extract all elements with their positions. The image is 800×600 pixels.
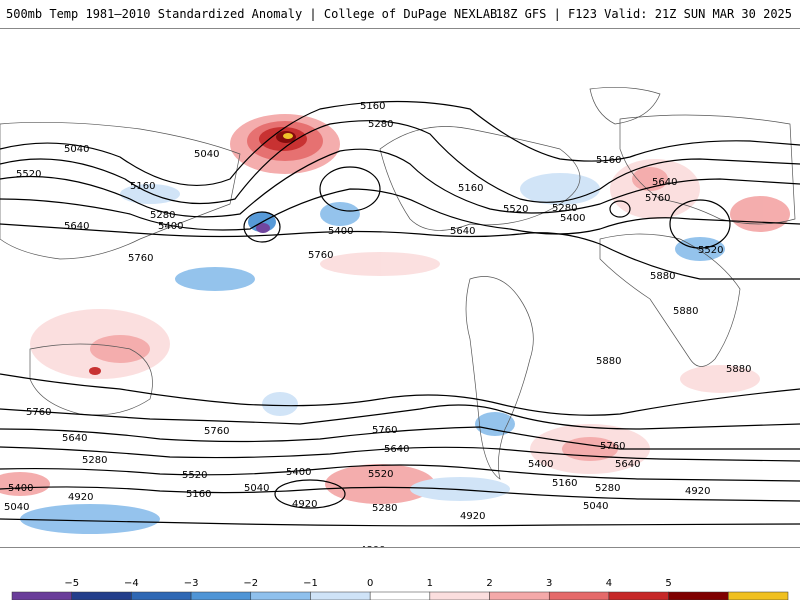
colorbar-tick-label: −1 bbox=[303, 578, 318, 589]
contour-label: 4920 bbox=[685, 486, 710, 497]
contour-label: 5400 bbox=[286, 467, 311, 478]
colorbar-tick-label: −4 bbox=[124, 578, 139, 589]
contour-label: 5760 bbox=[645, 193, 670, 204]
colorbar-tick-label: −2 bbox=[243, 578, 258, 589]
contour-label: 5640 bbox=[62, 433, 87, 444]
colorbar-segment bbox=[429, 591, 490, 600]
contour-label: 5520 bbox=[182, 470, 207, 481]
colorbar-segment bbox=[728, 591, 789, 600]
contour-label: 5880 bbox=[596, 356, 621, 367]
contour-label: 5880 bbox=[726, 364, 751, 375]
colorbar-segment bbox=[190, 591, 252, 600]
colorbar-svg: −5 −4 −3 −2 −1 0 1 2 3 4 5 bbox=[11, 578, 789, 600]
colorbar-tick-label: 0 bbox=[367, 578, 373, 589]
contour-label: 5520 bbox=[368, 469, 393, 480]
colorbar-segment bbox=[250, 591, 311, 600]
colorbar-tick-label: −5 bbox=[64, 578, 79, 589]
contour-label: 5400 bbox=[158, 221, 183, 232]
contour-label: 4800 bbox=[360, 545, 385, 547]
contour-label: 5040 bbox=[4, 502, 29, 513]
contour-label: 5280 bbox=[552, 203, 577, 214]
contour-label: 5640 bbox=[652, 177, 677, 188]
contour-label: 5400 bbox=[8, 483, 33, 494]
colorbar-tick-label: 1 bbox=[427, 578, 433, 589]
contour-label: 5520 bbox=[16, 169, 41, 180]
contour-label: 5760 bbox=[372, 425, 397, 436]
anomaly-map: 5160 5280 5040 5040 5520 5160 5280 5400 … bbox=[0, 28, 800, 548]
anomaly-shading bbox=[0, 114, 790, 534]
colorbar-tick-label: 3 bbox=[546, 578, 552, 589]
colorbar-segment bbox=[369, 591, 431, 600]
contour-label: 5400 bbox=[328, 226, 353, 237]
contour-label: 5040 bbox=[583, 501, 608, 512]
contour-label: 5280 bbox=[150, 210, 175, 221]
contour-label: 5520 bbox=[503, 204, 528, 215]
contour-label: 5280 bbox=[595, 483, 620, 494]
contour-label: 5400 bbox=[560, 213, 585, 224]
contour-label: 5160 bbox=[130, 181, 155, 192]
colorbar-segment bbox=[310, 591, 371, 600]
contour-label: 4920 bbox=[68, 492, 93, 503]
contour-label-group: 5160 5280 5040 5040 5520 5160 5280 5400 … bbox=[4, 101, 751, 547]
colorbar-segment bbox=[548, 591, 610, 600]
contour-label: 5760 bbox=[128, 253, 153, 264]
contour-label: 5280 bbox=[372, 503, 397, 514]
colorbar-tick-label: 4 bbox=[606, 578, 612, 589]
contour-label: 5160 bbox=[596, 155, 621, 166]
colorbar-segment bbox=[11, 591, 72, 600]
contour-label: 5880 bbox=[650, 271, 675, 282]
contour-label: 4920 bbox=[292, 499, 317, 510]
colorbar-segment bbox=[71, 591, 132, 600]
colorbar-tick-label: −3 bbox=[184, 578, 199, 589]
coastlines bbox=[0, 86, 796, 480]
contour-label: 5640 bbox=[64, 221, 89, 232]
contour-label: 5280 bbox=[82, 455, 107, 466]
contour-label: 5280 bbox=[368, 119, 393, 130]
contour-label: 5040 bbox=[244, 483, 269, 494]
map-title: 500mb Temp 1981–2010 Standardized Anomal… bbox=[6, 7, 498, 21]
map-canvas: 5160 5280 5040 5040 5520 5160 5280 5400 … bbox=[0, 86, 800, 547]
contour-label: 5640 bbox=[615, 459, 640, 470]
colorbar-tick-label: 5 bbox=[665, 578, 671, 589]
colorbar: −5 −4 −3 −2 −1 0 1 2 3 4 5 bbox=[0, 560, 800, 600]
contour-label: 5160 bbox=[458, 183, 483, 194]
header: 500mb Temp 1981–2010 Standardized Anomal… bbox=[0, 0, 800, 28]
contour-label: 5640 bbox=[384, 444, 409, 455]
colorbar-segment bbox=[608, 591, 669, 600]
contour-label: 5640 bbox=[450, 226, 475, 237]
contour-label: 5520 bbox=[698, 245, 723, 256]
contour-label: 5760 bbox=[26, 407, 51, 418]
contour-label: 5160 bbox=[360, 101, 385, 112]
contour-label: 4920 bbox=[460, 511, 485, 522]
contour-label: 5160 bbox=[186, 489, 211, 500]
colorbar-tick-label: 2 bbox=[486, 578, 492, 589]
run-valid-time: 18Z GFS | F123 Valid: 21Z SUN MAR 30 202… bbox=[495, 7, 792, 21]
contour-label: 5040 bbox=[194, 149, 219, 160]
contour-label: 5760 bbox=[204, 426, 229, 437]
contour-label: 5040 bbox=[64, 144, 89, 155]
contour-label: 5760 bbox=[600, 441, 625, 452]
contour-label: 5880 bbox=[673, 306, 698, 317]
contour-label: 5160 bbox=[552, 478, 577, 489]
colorbar-segment bbox=[131, 591, 192, 600]
colorbar-segment bbox=[668, 591, 729, 600]
height-contours bbox=[0, 100, 800, 527]
contour-label: 5760 bbox=[308, 250, 333, 261]
colorbar-segment bbox=[489, 591, 550, 600]
contour-label: 5400 bbox=[528, 459, 553, 470]
